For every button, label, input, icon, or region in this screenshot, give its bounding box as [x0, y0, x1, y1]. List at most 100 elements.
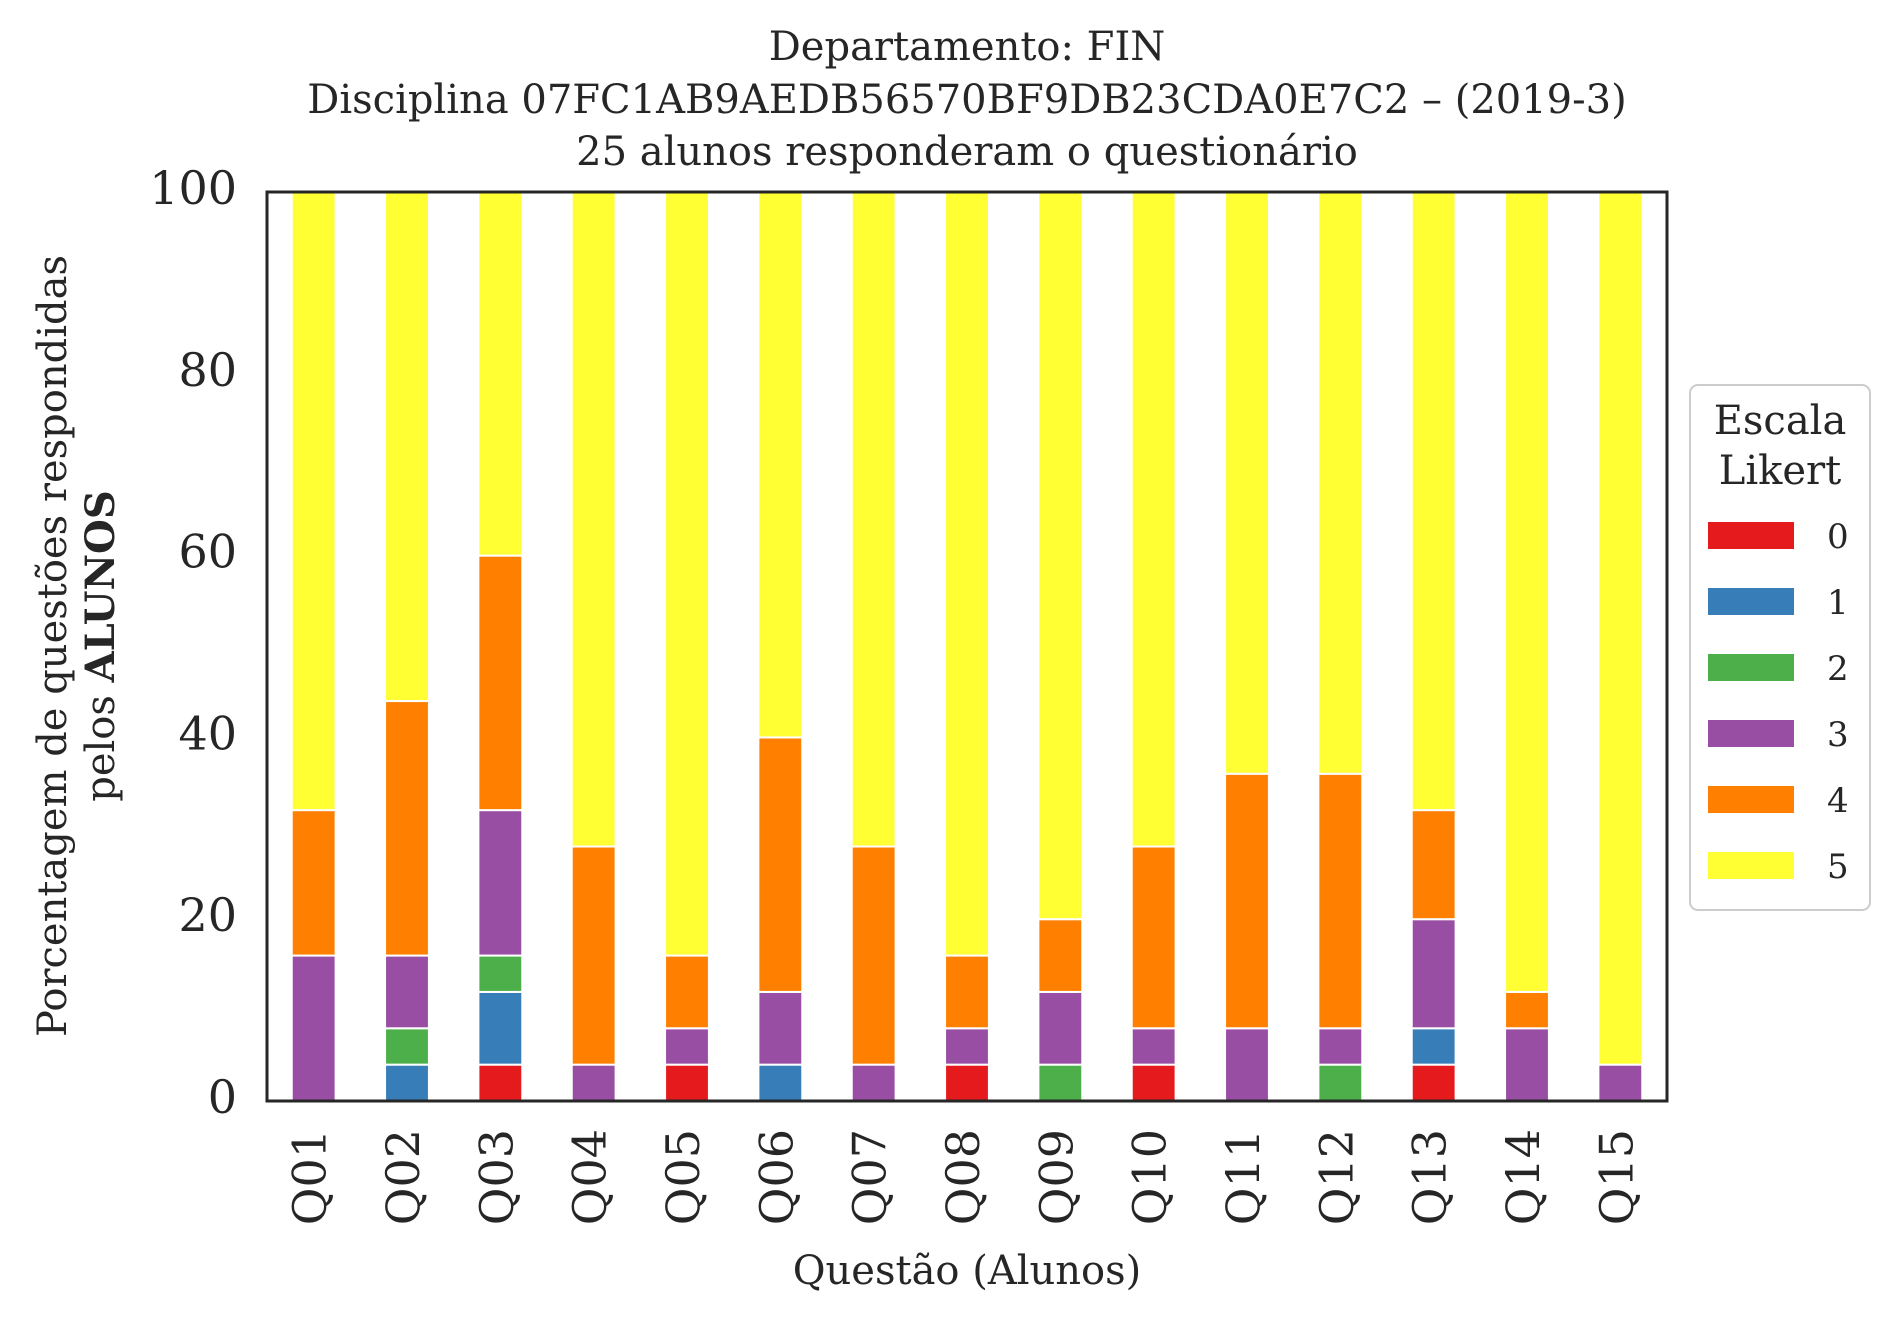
legend-label-5: 5 [1827, 847, 1849, 887]
y-axis-label: Porcentagem de questões respondidas pelo… [30, 255, 124, 1037]
bar-q13-likert-1 [1410, 1027, 1457, 1066]
bar-q01-likert-5 [290, 191, 337, 812]
legend-swatch-0 [1708, 522, 1794, 549]
x-tick-label-q12: Q12 [1309, 1129, 1363, 1225]
title-line-1: Departamento: FIN [769, 24, 1166, 70]
bar-q04-likert-3 [570, 1063, 617, 1103]
x-axis-ticks: Q01 Q02 Q03 Q04 Q05 Q06 Q07 Q08 Q09 Q10 Q11 Q12 Q13 Q… [283, 1129, 1644, 1225]
bar-q15-likert-3 [1597, 1063, 1644, 1103]
legend-swatch-3 [1708, 720, 1794, 747]
bar-q02-likert-3 [384, 954, 430, 1030]
y-tick-label: 40 [178, 706, 237, 760]
x-tick-label-q01: Q01 [283, 1129, 337, 1225]
plot-frame [265, 190, 1669, 1103]
bar-q12-likert-2 [1317, 1063, 1364, 1103]
bar-q02-likert-4 [384, 700, 430, 957]
bar-q08-likert-0 [944, 1063, 990, 1103]
bar-q03-likert-0 [477, 1063, 524, 1103]
bar-q06-likert-5 [757, 191, 804, 739]
legend-swatch-1 [1708, 588, 1794, 615]
bar-q01-likert-3 [290, 954, 337, 1102]
legend-label-1: 1 [1827, 583, 1849, 623]
legend: Escala Likert 0 1 2 3 4 5 [1689, 384, 1871, 911]
bar-q02-likert-2 [384, 1027, 430, 1066]
y-axis-ticks: 0 20 40 60 80 100 [149, 161, 237, 1124]
bar-q11-likert-3 [1224, 1027, 1270, 1103]
bar-q09-likert-2 [1037, 1063, 1084, 1103]
bars-layer [290, 191, 1644, 1103]
bar-q03-likert-5 [477, 191, 524, 557]
legend-label-2: 2 [1827, 649, 1849, 689]
bar-q07-likert-3 [850, 1063, 897, 1103]
x-tick-label-q04: Q04 [563, 1129, 617, 1225]
bar-q04-likert-5 [570, 191, 617, 848]
bar-q14-likert-3 [1504, 1027, 1550, 1103]
bar-q08-likert-4 [944, 954, 990, 1030]
chart-title: Departamento: FIN Disciplina 07FC1AB9AED… [307, 24, 1626, 175]
bar-q06-likert-1 [757, 1063, 804, 1103]
bar-q08-likert-3 [944, 1027, 990, 1066]
legend-title-line-1: Escala [1714, 398, 1847, 444]
y-axis-label-bold: ALUNOS [77, 490, 124, 683]
legend-swatch-4 [1708, 786, 1794, 813]
bar-q03-likert-3 [477, 809, 524, 957]
bar-q02-likert-5 [384, 191, 430, 703]
legend-swatch-2 [1708, 654, 1794, 681]
legend-label-3: 3 [1827, 715, 1849, 755]
bar-q02-likert-1 [384, 1063, 430, 1103]
x-tick-label-q02: Q02 [376, 1129, 430, 1225]
bar-q03-likert-2 [477, 954, 524, 993]
x-tick-label-q14: Q14 [1496, 1129, 1550, 1225]
bar-q09-likert-3 [1037, 990, 1084, 1066]
title-line-3: 25 alunos responderam o questionário [576, 129, 1358, 175]
y-tick-label: 80 [178, 343, 237, 397]
bar-q01-likert-4 [290, 809, 337, 957]
bar-q09-likert-5 [1037, 191, 1084, 921]
bar-q07-likert-4 [850, 845, 897, 1066]
bar-q07-likert-5 [850, 191, 897, 848]
bar-q11-likert-5 [1224, 191, 1270, 775]
title-line-2: Disciplina 07FC1AB9AEDB56570BF9DB23CDA0E… [307, 77, 1626, 123]
bar-q03-likert-4 [477, 554, 524, 812]
bar-q12-likert-5 [1317, 191, 1364, 775]
bar-q13-likert-5 [1410, 191, 1457, 812]
bar-q05-likert-5 [664, 191, 710, 957]
bar-q10-likert-4 [1130, 845, 1177, 1030]
y-tick-label: 60 [178, 525, 237, 579]
x-tick-label-q07: Q07 [843, 1129, 897, 1225]
x-tick-label-q06: Q06 [749, 1129, 803, 1225]
bar-q15-likert-5 [1597, 191, 1644, 1066]
x-tick-label-q09: Q09 [1029, 1129, 1083, 1225]
legend-box [1689, 384, 1871, 911]
bar-q12-likert-4 [1317, 772, 1364, 1030]
y-tick-label: 0 [208, 1070, 237, 1124]
x-tick-label-q10: Q10 [1123, 1129, 1177, 1225]
legend-label-0: 0 [1827, 517, 1849, 557]
y-axis-label-prefix: pelos [78, 682, 124, 801]
bar-q13-likert-4 [1410, 809, 1457, 921]
x-tick-label-q13: Q13 [1403, 1129, 1457, 1225]
x-tick-label-q08: Q08 [936, 1129, 990, 1225]
legend-items: 0 1 2 3 4 5 [1708, 517, 1849, 887]
x-axis-label: Questão (Alunos) [793, 1248, 1142, 1294]
bar-q06-likert-3 [757, 990, 804, 1066]
bar-q05-likert-4 [664, 954, 710, 1030]
bar-q04-likert-4 [570, 845, 617, 1066]
bar-q10-likert-0 [1130, 1063, 1177, 1103]
bar-q05-likert-3 [664, 1027, 710, 1066]
bar-q09-likert-4 [1037, 918, 1084, 993]
bar-q13-likert-3 [1410, 918, 1457, 1030]
bar-q14-likert-4 [1504, 990, 1550, 1030]
y-axis-label-line-2: pelos ALUNOS [77, 490, 124, 802]
bar-q12-likert-3 [1317, 1027, 1364, 1066]
x-tick-label-q11: Q11 [1216, 1129, 1270, 1225]
bar-q14-likert-5 [1504, 191, 1550, 993]
legend-swatch-5 [1708, 852, 1794, 879]
bar-q10-likert-5 [1130, 191, 1177, 848]
bar-q08-likert-5 [944, 191, 990, 957]
y-tick-label: 20 [178, 888, 237, 942]
x-tick-label-q03: Q03 [469, 1129, 523, 1225]
legend-title-line-2: Likert [1719, 448, 1841, 494]
x-tick-label-q15: Q15 [1589, 1129, 1643, 1225]
